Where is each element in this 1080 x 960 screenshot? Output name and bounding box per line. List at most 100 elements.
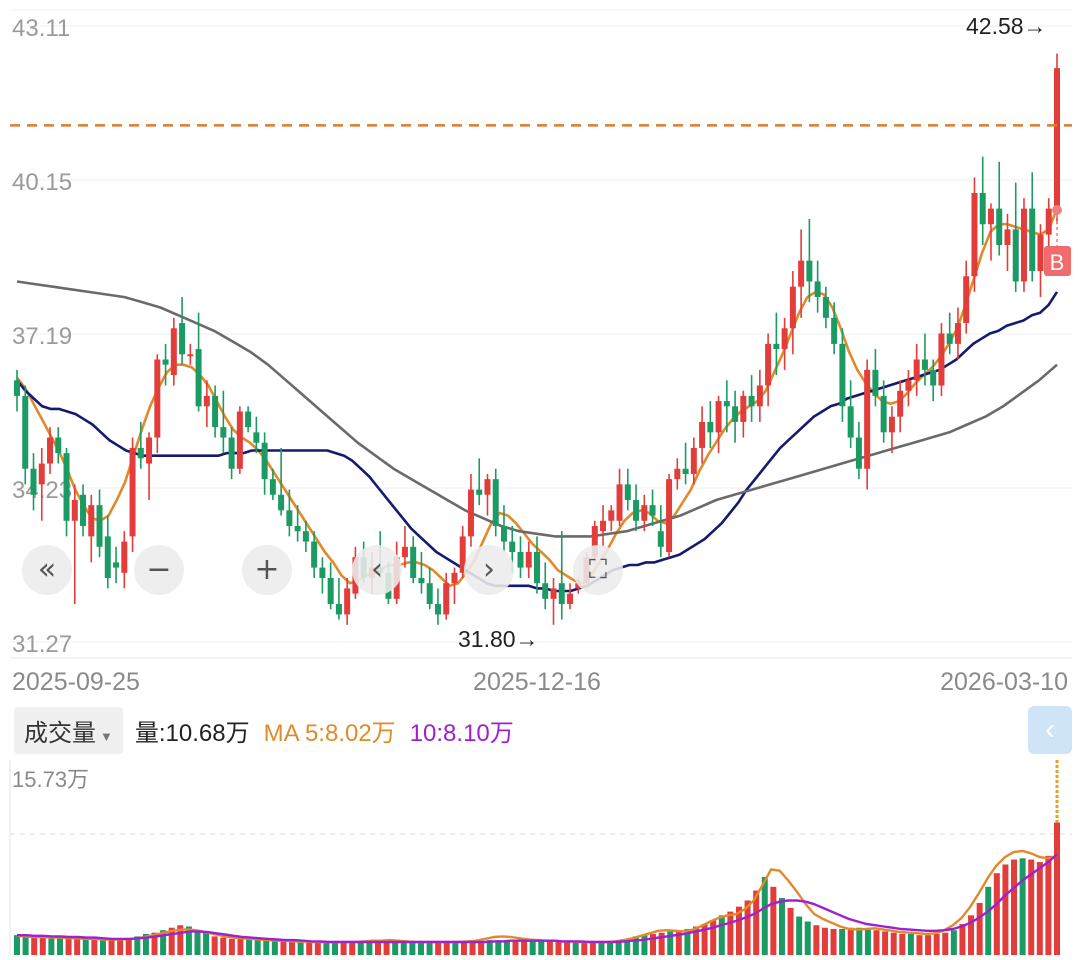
volume-bar: [675, 930, 682, 955]
candle: [228, 427, 235, 480]
volume-bar: [91, 938, 98, 955]
volume-bar: [383, 942, 390, 955]
candle: [38, 447, 45, 521]
price-label: 31.27: [12, 631, 72, 658]
candle: [170, 317, 177, 386]
candle: [344, 578, 351, 625]
date-label: 2026-03-10: [940, 668, 1068, 696]
candle: [459, 525, 466, 579]
zoom-in-button[interactable]: +: [242, 545, 292, 595]
fullscreen-button[interactable]: ⛶: [573, 545, 623, 595]
volume-bar: [1045, 855, 1052, 955]
candle: [682, 442, 689, 485]
volume-bar: [521, 941, 528, 955]
candle: [22, 385, 29, 485]
volume-bar: [933, 933, 940, 955]
volume-bar: [237, 938, 244, 955]
price-label: 43.11: [12, 15, 70, 42]
collapse-panel-button[interactable]: ‹: [1028, 706, 1072, 754]
volume-bar: [830, 928, 837, 955]
candle: [195, 312, 202, 412]
candle: [137, 421, 144, 469]
candle: [302, 520, 309, 552]
volume-bar: [1019, 858, 1026, 955]
volume-bar: [667, 931, 674, 955]
indicator-dropdown[interactable]: 成交量 ▼: [14, 706, 123, 754]
volume-bar: [246, 938, 253, 955]
indicator-dropdown-label: 成交量: [24, 719, 96, 747]
volume-bar: [151, 932, 158, 955]
candle: [567, 583, 574, 610]
candle: [773, 312, 780, 376]
volume-bar: [1028, 859, 1035, 955]
zoom-out-button[interactable]: −: [134, 545, 184, 595]
volume-bar: [271, 941, 278, 955]
volume-bar: [74, 938, 81, 955]
volume-bar: [581, 942, 588, 955]
volume-bar: [142, 933, 149, 955]
candle: [525, 541, 532, 579]
candle: [913, 343, 920, 396]
candle: [492, 468, 499, 537]
candle: [822, 286, 829, 329]
volume-bar: [907, 933, 914, 955]
volume-bar: [349, 942, 356, 955]
candle: [839, 328, 846, 422]
candle: [633, 484, 640, 532]
volume-bar: [959, 924, 966, 955]
volume-bar: [117, 940, 124, 955]
volume-bar: [168, 927, 175, 955]
next-button[interactable]: ›: [464, 545, 514, 595]
volume-bar: [263, 940, 270, 955]
volume-bar: [426, 942, 433, 955]
candle: [451, 567, 458, 605]
candle: [732, 390, 739, 443]
volume-bar: [546, 941, 553, 955]
volume-bar: [942, 932, 949, 955]
candle: [30, 453, 37, 511]
price-label: 40.15: [12, 169, 72, 196]
candle: [187, 343, 194, 365]
first-page-button[interactable]: «: [22, 545, 72, 595]
volume-bar: [289, 941, 296, 955]
volume-ma10-line: [17, 853, 1058, 944]
candle: [261, 432, 268, 495]
volume-bar: [203, 932, 210, 955]
candle: [1004, 213, 1011, 272]
volume-bar: [753, 890, 760, 955]
candle: [55, 427, 62, 464]
volume-bar: [392, 942, 399, 955]
candle: [715, 395, 722, 454]
candle: [657, 505, 664, 558]
candle: [979, 156, 986, 246]
volume-bar: [443, 942, 450, 955]
candle: [806, 219, 813, 303]
volume-bars: [14, 822, 1060, 955]
candle: [443, 572, 450, 620]
candle: [47, 427, 54, 474]
candle: [80, 484, 87, 537]
candle: [946, 312, 953, 355]
volume-bar: [976, 902, 983, 955]
volume-bar: [228, 938, 235, 955]
volume-bar: [177, 925, 184, 955]
volume-bar: [632, 936, 639, 955]
volume-bar: [950, 930, 957, 955]
candle: [649, 489, 656, 526]
candle: [418, 551, 425, 594]
ma-line-2: [16, 280, 1058, 538]
date-axis-labels: 2025-09-25 2025-12-16 2026-03-10: [12, 668, 1068, 696]
volume-bar: [495, 940, 502, 955]
buy-marker[interactable]: B: [1044, 205, 1071, 276]
candle: [203, 380, 210, 428]
price-label: 37.19: [12, 323, 72, 350]
volume-bar: [615, 940, 622, 955]
volume-bar: [469, 941, 476, 955]
prev-button[interactable]: ‹: [352, 545, 402, 595]
volume-bar: [1011, 859, 1018, 955]
candle: [996, 161, 1003, 256]
candle: [1037, 224, 1044, 298]
volume-bar: [211, 936, 218, 955]
volume-bar: [770, 886, 777, 955]
